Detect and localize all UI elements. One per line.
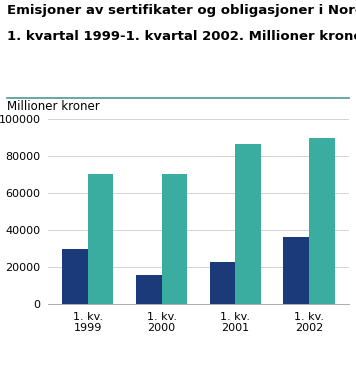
Bar xyxy=(235,144,261,304)
Bar xyxy=(309,138,335,304)
Bar xyxy=(136,275,162,304)
Bar xyxy=(88,174,114,304)
Bar xyxy=(283,237,309,304)
Bar xyxy=(62,249,88,304)
Bar xyxy=(162,174,187,304)
Text: Emisjoner av sertifikater og obligasjoner i Norge.: Emisjoner av sertifikater og obligasjone… xyxy=(7,4,356,17)
Text: 1. kvartal 1999-1. kvartal 2002. Millioner kroner: 1. kvartal 1999-1. kvartal 2002. Million… xyxy=(7,30,356,43)
Bar xyxy=(210,263,235,304)
Text: Millioner kroner: Millioner kroner xyxy=(7,100,100,113)
